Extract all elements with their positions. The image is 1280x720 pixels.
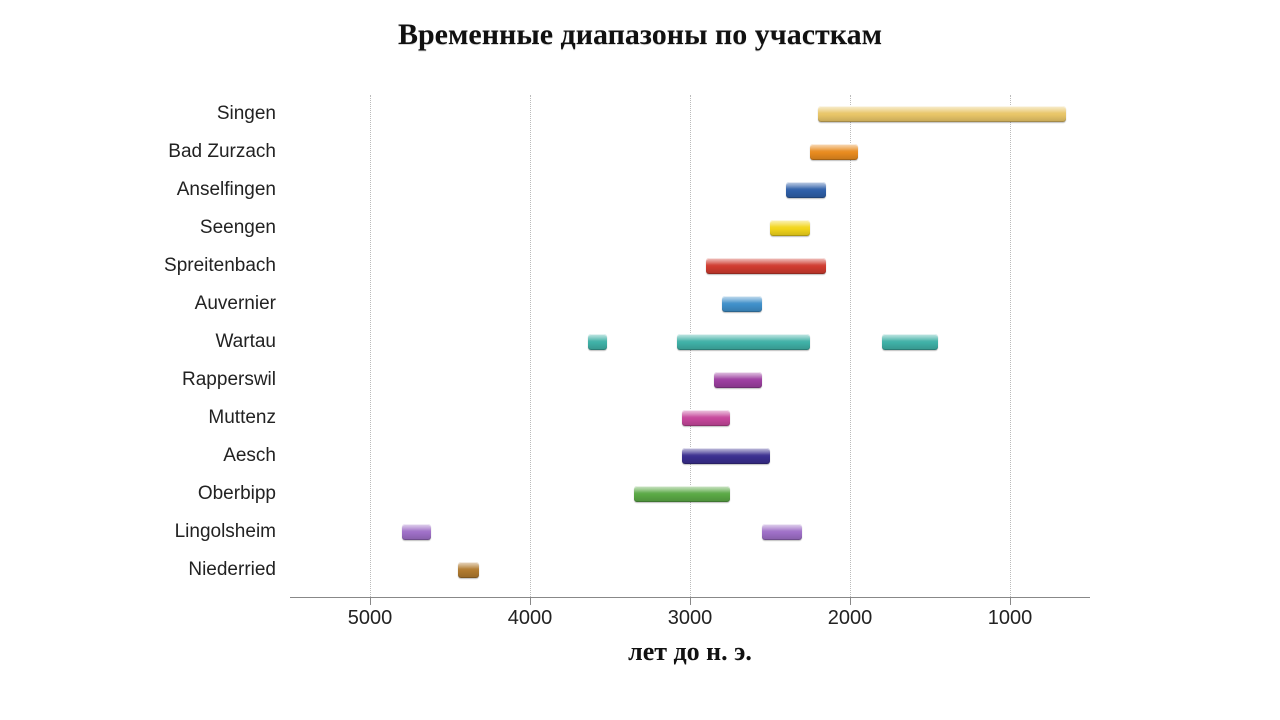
x-tick (850, 597, 851, 605)
row-label: Auvernier (195, 293, 290, 315)
range-bar (682, 410, 730, 426)
row-label: Seengen (200, 217, 290, 239)
chart-row: Bad Zurzach (290, 133, 1090, 171)
chart-row: Anselfingen (290, 171, 1090, 209)
range-bar (706, 258, 826, 274)
row-label: Wartau (215, 331, 290, 353)
timeline-chart: Временные диапазоны по участкам 50004000… (0, 0, 1280, 720)
x-tick (530, 597, 531, 605)
chart-row: Singen (290, 95, 1090, 133)
row-label: Oberbipp (198, 483, 290, 505)
range-bar (810, 144, 858, 160)
x-tick-label: 1000 (988, 607, 1033, 630)
chart-title: Временные диапазоны по участкам (0, 18, 1280, 52)
range-bar (770, 220, 810, 236)
range-bar (634, 486, 730, 502)
chart-row: Oberbipp (290, 475, 1090, 513)
chart-row: Niederried (290, 551, 1090, 589)
range-bar (818, 106, 1066, 122)
chart-row: Wartau (290, 323, 1090, 361)
row-label: Anselfingen (177, 179, 290, 201)
range-bar (677, 334, 810, 350)
chart-row: Lingolsheim (290, 513, 1090, 551)
chart-row: Seengen (290, 209, 1090, 247)
row-label: Niederried (188, 559, 290, 581)
range-bar (714, 372, 762, 388)
range-bar (722, 296, 762, 312)
chart-row: Aesch (290, 437, 1090, 475)
x-tick (1010, 597, 1011, 605)
x-tick-label: 3000 (668, 607, 713, 630)
row-label: Spreitenbach (164, 255, 290, 277)
x-tick-label: 5000 (348, 607, 393, 630)
range-bar (762, 524, 802, 540)
x-tick (370, 597, 371, 605)
row-label: Aesch (223, 445, 290, 467)
row-label: Singen (217, 103, 290, 125)
x-tick-label: 2000 (828, 607, 873, 630)
plot-area: 50004000300020001000лет до н. э.SingenBa… (290, 95, 1090, 605)
chart-row: Rapperswil (290, 361, 1090, 399)
x-tick (690, 597, 691, 605)
range-bar (786, 182, 826, 198)
chart-row: Muttenz (290, 399, 1090, 437)
chart-row: Spreitenbach (290, 247, 1090, 285)
range-bar (882, 334, 938, 350)
row-label: Muttenz (208, 407, 290, 429)
row-label: Bad Zurzach (168, 141, 290, 163)
range-bar (458, 562, 479, 578)
range-bar (402, 524, 431, 540)
x-axis-title: лет до н. э. (290, 637, 1090, 667)
chart-row: Auvernier (290, 285, 1090, 323)
x-tick-label: 4000 (508, 607, 553, 630)
row-label: Rapperswil (182, 369, 290, 391)
range-bar (682, 448, 770, 464)
row-label: Lingolsheim (175, 521, 290, 543)
range-bar (588, 334, 607, 350)
